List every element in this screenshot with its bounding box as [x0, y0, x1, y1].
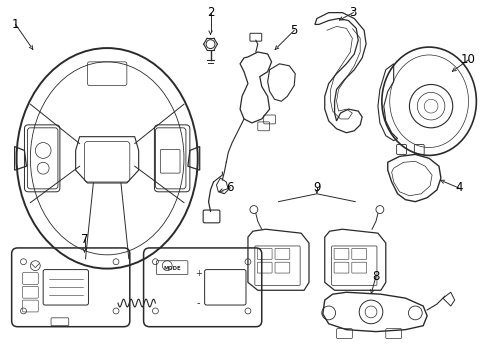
- Text: 7: 7: [81, 233, 88, 246]
- Text: 5: 5: [291, 24, 298, 37]
- Text: 6: 6: [226, 181, 234, 194]
- Text: 10: 10: [461, 53, 476, 66]
- Text: 1: 1: [12, 18, 19, 31]
- Text: 4: 4: [455, 181, 463, 194]
- Text: 8: 8: [372, 270, 380, 283]
- Text: -: -: [197, 298, 200, 308]
- Text: +: +: [196, 269, 202, 278]
- Text: MODE: MODE: [163, 266, 181, 271]
- Text: 9: 9: [313, 181, 320, 194]
- Text: 3: 3: [349, 6, 357, 19]
- Text: 2: 2: [207, 6, 214, 19]
